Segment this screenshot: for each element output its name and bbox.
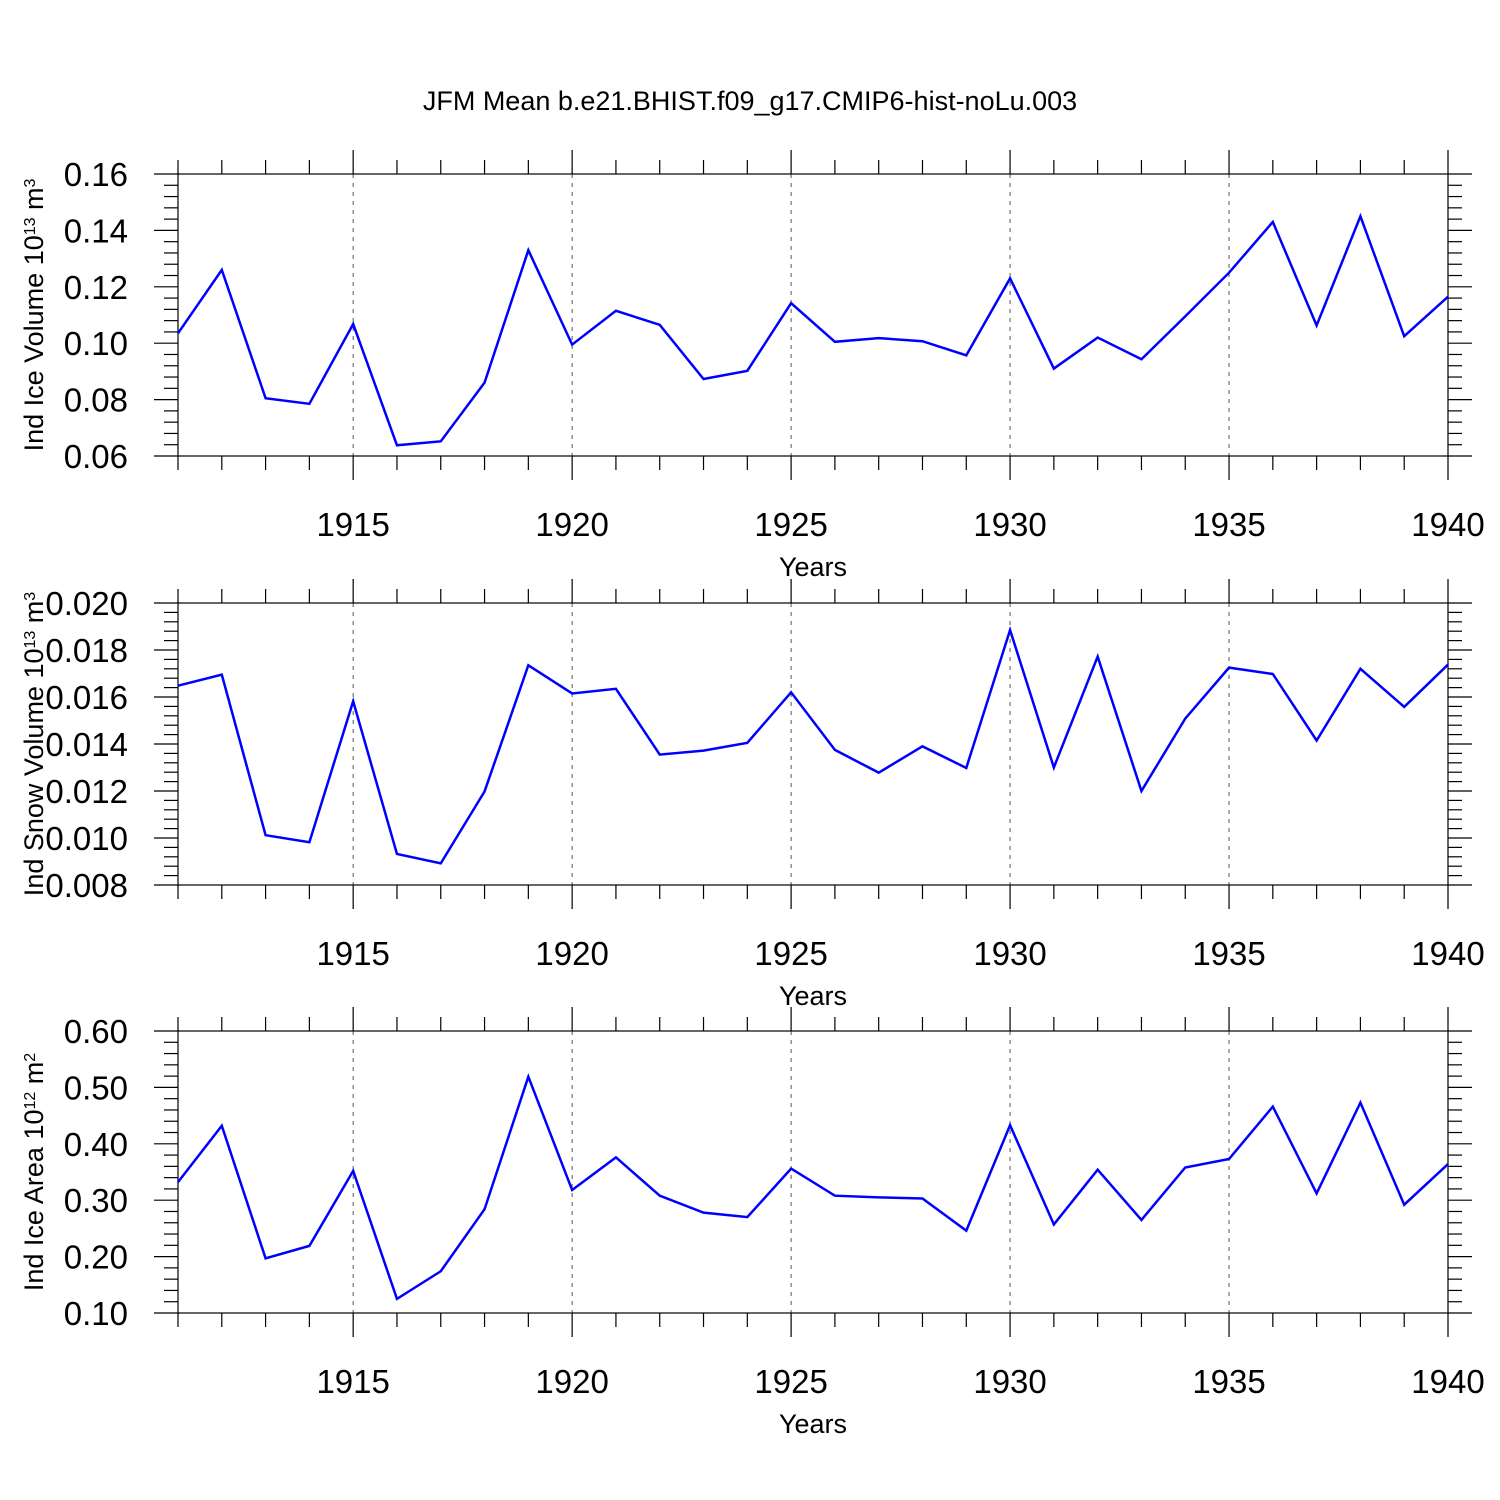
y-tick-label: 0.014: [45, 726, 128, 763]
y-tick-label: 0.06: [64, 438, 128, 475]
y-axis-label: Ind Snow Volume 1013 m3: [19, 592, 49, 896]
x-tick-label: 1915: [316, 506, 389, 543]
y-tick-label: 0.08: [64, 382, 128, 419]
x-tick-label: 1915: [316, 935, 389, 972]
x-axis-label: Years: [779, 981, 847, 1011]
y-tick-label: 0.020: [45, 585, 128, 622]
x-tick-label: 1940: [1411, 1363, 1484, 1400]
chart-panel-1: 0.06 0.08 0.10 0.12 0.14 0.16 1915 1920 1925 1930…: [19, 150, 1485, 582]
y-axis-label: Ind Ice Area 1012 m2: [19, 1053, 49, 1291]
y-tick-label: 0.14: [64, 212, 128, 249]
chart-panel-3: 0.10 0.20 0.30 0.40 0.50 0.60 1915 1920 1925 1930…: [19, 1007, 1485, 1439]
y-tick-label: 0.60: [64, 1013, 128, 1050]
x-tick-label: 1935: [1192, 1363, 1265, 1400]
chart-panel-2: 0.008 0.010 0.012 0.014 0.016 0.018 0.020 1915 1…: [19, 579, 1485, 1011]
panels: 0.06 0.08 0.10 0.12 0.14 0.16 1915 1920 1925 1930…: [19, 150, 1485, 1439]
y-tick-label: 0.008: [45, 867, 128, 904]
y-tick-label: 0.10: [64, 1295, 128, 1332]
x-tick-label: 1930: [973, 935, 1046, 972]
x-tick-label: 1920: [535, 506, 608, 543]
y-tick-label: 0.018: [45, 632, 128, 669]
x-tick-label: 1940: [1411, 506, 1484, 543]
x-tick-label: 1935: [1192, 506, 1265, 543]
series-line: [177, 1072, 1449, 1301]
y-tick-label: 0.16: [64, 156, 128, 193]
x-axis-label: Years: [779, 552, 847, 582]
x-tick-label: 1930: [973, 1363, 1046, 1400]
y-tick-label: 0.010: [45, 820, 128, 857]
x-tick-label: 1925: [754, 1363, 827, 1400]
x-tick-label: 1915: [316, 1363, 389, 1400]
plot-frame: [177, 1030, 1449, 1314]
y-tick-label: 0.12: [64, 269, 128, 306]
y-tick-label: 0.50: [64, 1069, 128, 1106]
plot-frame: [177, 173, 1449, 457]
y-tick-label: 0.012: [45, 773, 128, 810]
x-tick-label: 1920: [535, 935, 608, 972]
x-axis-label: Years: [779, 1409, 847, 1439]
series-line: [177, 625, 1449, 865]
y-tick-label: 0.30: [64, 1182, 128, 1219]
x-tick-label: 1930: [973, 506, 1046, 543]
y-axis-label: Ind Ice Volume 1013 m3: [19, 178, 49, 451]
y-tick-label: 0.20: [64, 1239, 128, 1276]
x-tick-label: 1925: [754, 935, 827, 972]
y-tick-label: 0.016: [45, 679, 128, 716]
series-line: [176, 212, 1449, 447]
x-tick-label: 1920: [535, 1363, 608, 1400]
x-tick-label: 1925: [754, 506, 827, 543]
x-tick-label: 1935: [1192, 935, 1265, 972]
y-tick-label: 0.10: [64, 325, 128, 362]
y-tick-label: 0.40: [64, 1126, 128, 1163]
chart-title: JFM Mean b.e21.BHIST.f09_g17.CMIP6-hist-…: [423, 86, 1077, 116]
plot-frame: [177, 602, 1449, 886]
x-tick-label: 1940: [1411, 935, 1484, 972]
